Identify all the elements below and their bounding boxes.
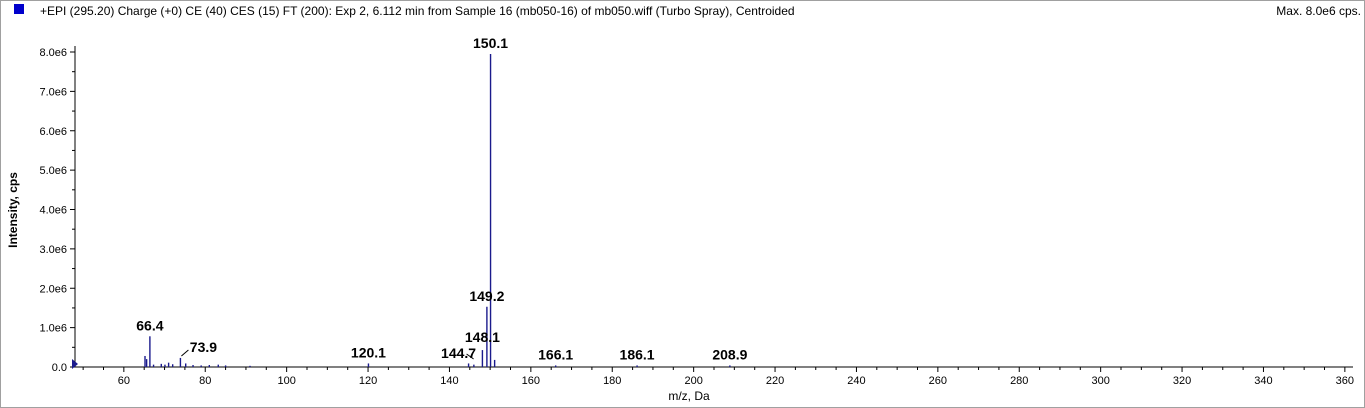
y-tick-label: 6.0e6 <box>39 126 67 138</box>
x-tick-label: 300 <box>1091 375 1109 387</box>
origin-marker <box>72 359 78 369</box>
x-tick-label: 120 <box>359 375 377 387</box>
x-tick-label: 140 <box>440 375 458 387</box>
peak-label: 148.1 <box>465 329 500 345</box>
y-tick-label: 5.0e6 <box>39 165 67 177</box>
peak-label-leader <box>466 353 474 360</box>
x-tick-label: 80 <box>199 375 211 387</box>
x-tick-label: 160 <box>522 375 540 387</box>
x-tick-label: 100 <box>277 375 295 387</box>
x-tick-label: 280 <box>1010 375 1028 387</box>
peak-label-leader <box>181 349 189 357</box>
x-tick-label: 360 <box>1336 375 1354 387</box>
peak-label: 166.1 <box>538 346 573 362</box>
y-tick-label: 7.0e6 <box>39 86 67 98</box>
x-tick-label: 220 <box>766 375 784 387</box>
max-intensity-label: Max. 8.0e6 cps. <box>1276 4 1361 18</box>
peak-label: 144.7 <box>441 345 476 361</box>
chart-header: +EPI (295.20) Charge (+0) CE (40) CES (1… <box>0 0 1365 22</box>
peak-label: 150.1 <box>473 35 508 51</box>
x-tick-label: 200 <box>684 375 702 387</box>
peak-label: 73.9 <box>190 339 217 355</box>
y-tick-label: 3.0e6 <box>39 244 67 256</box>
peak-label: 186.1 <box>620 346 655 362</box>
x-tick-label: 240 <box>847 375 865 387</box>
x-tick-label: 260 <box>929 375 947 387</box>
y-tick-label: 2.0e6 <box>39 283 67 295</box>
y-tick-label: 8.0e6 <box>39 47 67 59</box>
peak-label: 66.4 <box>136 317 163 333</box>
peak-label: 149.2 <box>469 288 504 304</box>
y-tick-label: 0.0 <box>52 362 67 374</box>
x-tick-label: 60 <box>118 375 130 387</box>
spectrum-title: +EPI (295.20) Charge (+0) CE (40) CES (1… <box>40 4 795 18</box>
y-tick-label: 1.0e6 <box>39 323 67 335</box>
series-color-marker <box>14 4 24 14</box>
y-axis-label: Intensity, cps <box>6 172 20 248</box>
y-tick-label: 4.0e6 <box>39 205 67 217</box>
peak-label: 208.9 <box>712 346 747 362</box>
x-tick-label: 340 <box>1254 375 1272 387</box>
peak-label: 120.1 <box>351 344 386 360</box>
x-axis-label: m/z, Da <box>668 389 710 403</box>
x-tick-label: 320 <box>1173 375 1191 387</box>
x-tick-label: 180 <box>603 375 621 387</box>
